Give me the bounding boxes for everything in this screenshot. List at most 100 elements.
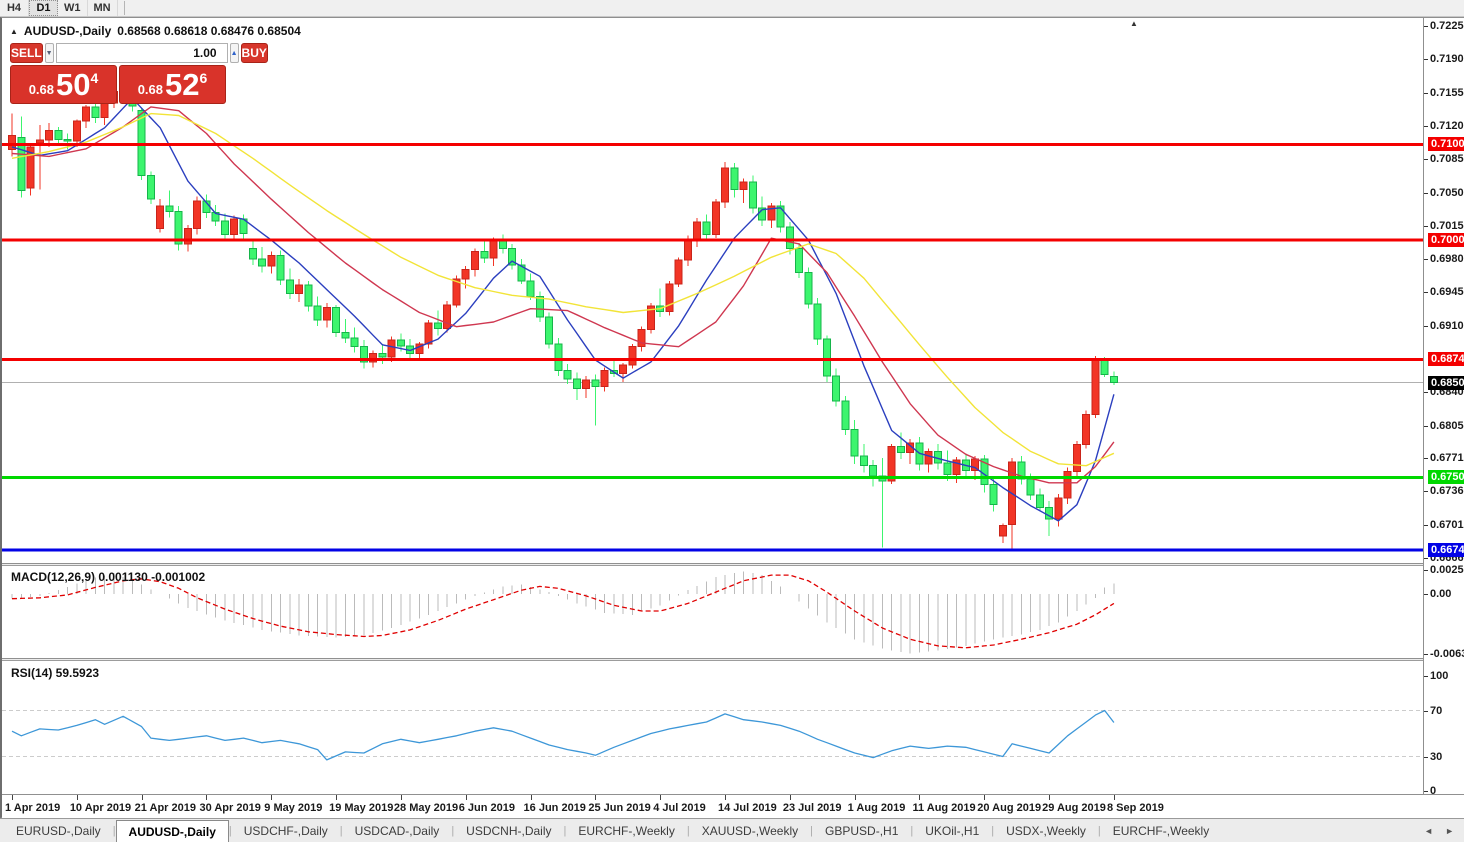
sell-button[interactable]: SELL xyxy=(10,43,43,63)
axis-tick xyxy=(1424,192,1428,194)
tab-separator: | xyxy=(810,824,814,837)
sell-price-big: 50 xyxy=(56,67,91,102)
sell-price-prefix: 0.68 xyxy=(28,82,55,97)
one-click-trading-panel: SELL ▼ ▲ BUY 0.68 50 4 0.68 52 6 xyxy=(10,43,268,104)
price-axis-border xyxy=(1423,18,1424,794)
axis-tick xyxy=(1424,676,1428,677)
tab-ukoil-h1[interactable]: UKOil-,H1 xyxy=(925,823,980,838)
axis-tick xyxy=(1424,558,1428,559)
date-label-10-apr-2019: 10 Apr 2019 xyxy=(69,802,132,814)
ma-fast-blue xyxy=(11,97,1115,522)
level-price-label-0.68746: 0.68746 xyxy=(1428,352,1464,367)
date-label-21-apr-2019: 21 Apr 2019 xyxy=(134,802,196,814)
chart-window: ▲ AUDUSD-,Daily 0.68568 0.68618 0.68476 … xyxy=(0,17,1464,819)
symbol-period-label: AUDUSD-,Daily xyxy=(23,24,112,38)
timeframe-button-h4[interactable]: H4 xyxy=(0,0,29,16)
rsi-tick-0: 0 xyxy=(1430,785,1437,797)
date-label-6-jun-2019: 6 Jun 2019 xyxy=(458,802,515,814)
time-axis[interactable]: 1 Apr 2019 10 Apr 2019 21 Apr 2019 30 Apr 2… xyxy=(2,794,1464,819)
tab-scroll-right-icon[interactable]: ► xyxy=(1445,825,1454,836)
macd-tick-0.002574: 0.002574 xyxy=(1430,563,1464,576)
sell-price-button[interactable]: 0.68 50 4 xyxy=(10,65,117,104)
one-click-collapse-icon[interactable]: ▲ xyxy=(10,26,18,36)
timeframe-button-d1[interactable]: D1 xyxy=(29,0,58,16)
axis-tick xyxy=(1424,259,1428,261)
ohlc-values: 0.68568 0.68618 0.68476 0.68504 xyxy=(117,24,301,38)
timeframe-button-w1[interactable]: W1 xyxy=(58,0,88,16)
date-label-14-jul-2019: 14 Jul 2019 xyxy=(718,802,777,814)
tab-xauusd-weekly[interactable]: XAUUSD-,Weekly xyxy=(701,823,799,838)
rsi-panel-canvas[interactable] xyxy=(2,661,1423,794)
panel-separator[interactable] xyxy=(2,658,1464,661)
date-tick xyxy=(854,795,856,800)
volume-increase-icon[interactable]: ▲ xyxy=(229,43,239,63)
main-chart-canvas[interactable] xyxy=(2,18,1423,563)
rsi-tick-100: 100 xyxy=(1430,670,1449,682)
tab-audusd-daily[interactable]: AUDUSD-,Daily xyxy=(115,820,229,842)
ma-medium-red xyxy=(11,106,1115,484)
volume-input[interactable] xyxy=(55,43,228,63)
tab-usdcad-daily[interactable]: USDCAD-,Daily xyxy=(354,823,440,838)
ma-slow-yellow xyxy=(11,112,1115,467)
tab-usdx-weekly[interactable]: USDX-,Weekly xyxy=(1006,823,1086,838)
level-price-label-0.66746: 0.66746 xyxy=(1428,542,1464,557)
axis-tick xyxy=(1424,653,1428,655)
macd-tick--0.006326: -0.006326 xyxy=(1430,647,1464,660)
date-label-9-may-2019: 9 May 2019 xyxy=(264,802,323,814)
axis-tick xyxy=(1424,159,1428,161)
tab-separator: | xyxy=(451,824,455,837)
date-label-29-aug-2019: 29 Aug 2019 xyxy=(1042,802,1106,814)
date-tick xyxy=(1049,795,1051,800)
buy-price-pip: 6 xyxy=(199,69,208,86)
tab-eurusd-daily[interactable]: EURUSD-,Daily xyxy=(16,823,101,838)
level-price-label-0.71005: 0.71005 xyxy=(1428,137,1464,152)
date-tick xyxy=(725,795,727,800)
axis-tick xyxy=(1424,594,1428,595)
axis-tick xyxy=(1424,292,1428,294)
buy-button[interactable]: BUY xyxy=(240,43,268,63)
macd-panel-canvas[interactable] xyxy=(2,566,1423,658)
axis-tick xyxy=(1424,392,1428,394)
tab-separator: | xyxy=(686,824,690,837)
tab-separator: | xyxy=(910,824,914,837)
level-price-label-0.70002: 0.70002 xyxy=(1428,232,1464,247)
date-label-28-may-2019: 28 May 2019 xyxy=(393,802,459,814)
tab-separator: | xyxy=(991,824,995,837)
tab-separator: | xyxy=(339,824,343,837)
tab-eurchf-weekly[interactable]: EURCHF-,Weekly xyxy=(1112,823,1210,838)
tab-gbpusd-h1[interactable]: GBPUSD-,H1 xyxy=(825,823,899,838)
axis-tick xyxy=(1424,125,1428,127)
tab-scroll-left-icon[interactable]: ◄ xyxy=(1424,825,1434,836)
axis-tick xyxy=(1424,491,1428,493)
date-tick xyxy=(530,795,532,800)
axis-tick xyxy=(1424,569,1428,571)
axis-tick xyxy=(1424,425,1428,427)
axis-tick xyxy=(1424,92,1428,94)
date-tick xyxy=(984,795,986,800)
timeframe-toolbar: H4 D1 W1 MN xyxy=(0,0,1464,17)
timeframe-button-mn[interactable]: MN xyxy=(88,0,118,16)
volume-decrease-icon[interactable]: ▼ xyxy=(44,43,54,63)
tab-separator: | xyxy=(112,824,116,837)
tab-usdchf-daily[interactable]: USDCHF-,Daily xyxy=(243,823,328,838)
tab-usdcnh-daily[interactable]: USDCNH-,Daily xyxy=(466,823,552,838)
panel-separator[interactable] xyxy=(2,563,1464,566)
level-price-label-0.67508: 0.67508 xyxy=(1428,470,1464,485)
axis-tick xyxy=(1424,225,1428,227)
axis-tick xyxy=(1424,458,1428,460)
buy-price-button[interactable]: 0.68 52 6 xyxy=(119,65,226,104)
tab-eurchf-weekly[interactable]: EURCHF-,Weekly xyxy=(578,823,675,838)
date-tick xyxy=(465,795,467,800)
date-tick xyxy=(76,795,78,800)
date-tick xyxy=(271,795,273,800)
chart-shift-marker-icon[interactable]: ▲ xyxy=(1130,19,1138,28)
buy-price-prefix: 0.68 xyxy=(137,82,164,97)
